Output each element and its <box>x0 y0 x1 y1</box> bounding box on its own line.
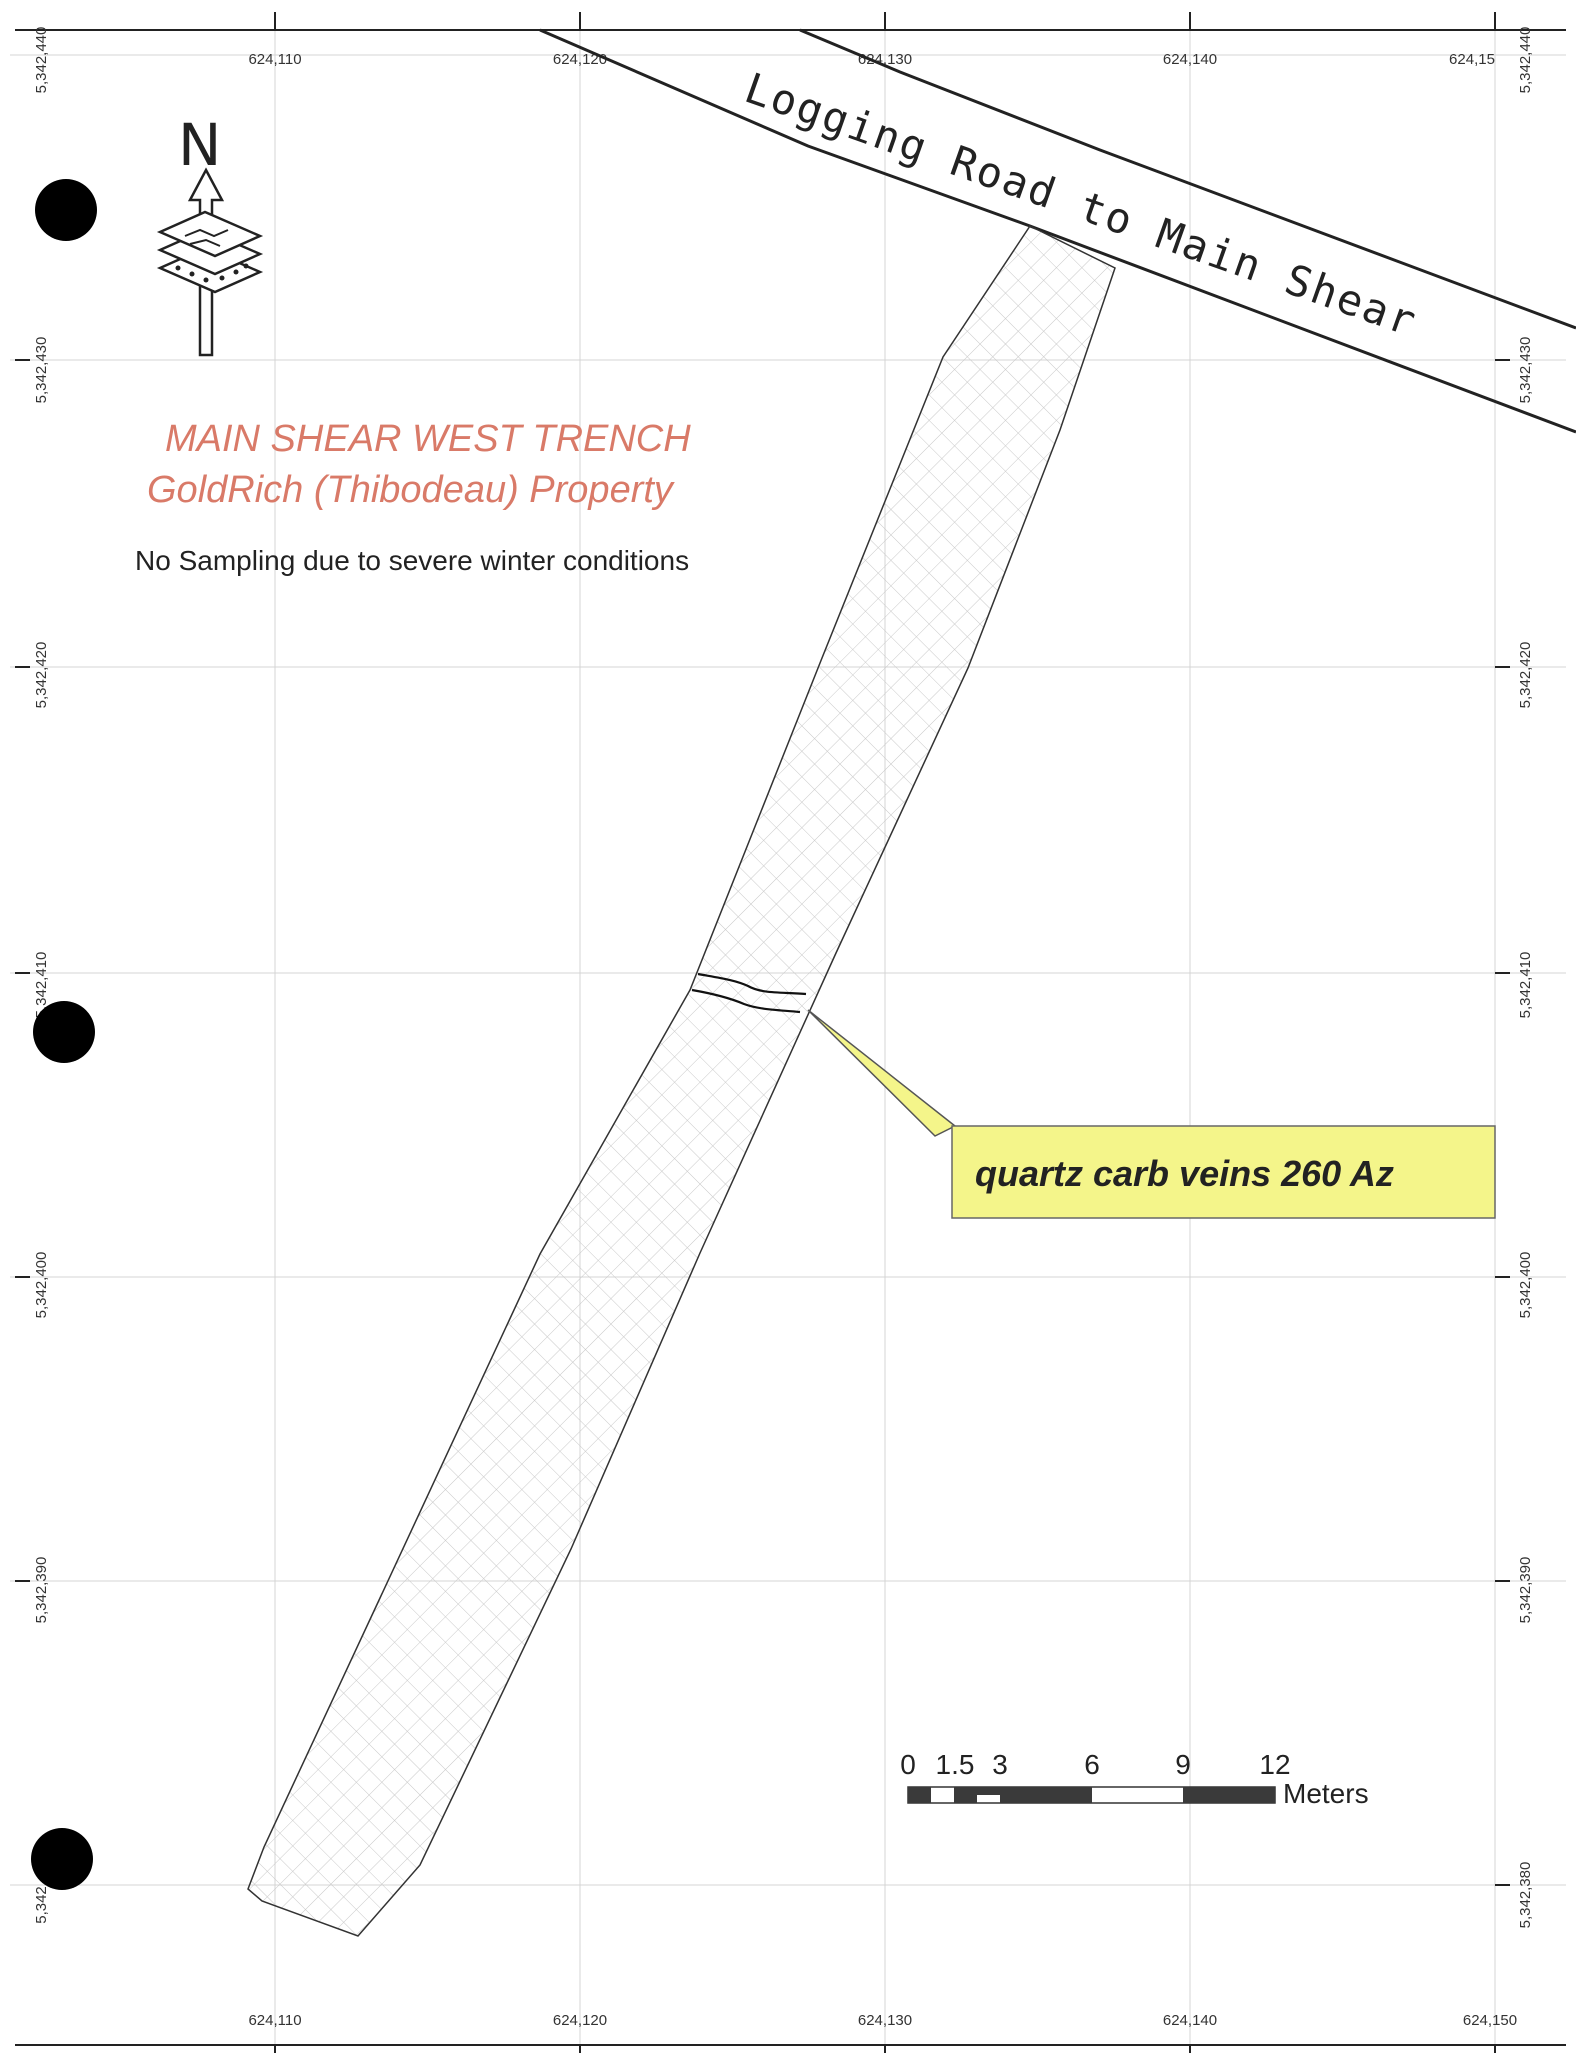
northing-labels-left: 5,342,440 5,342,430 5,342,420 5,342,410 … <box>33 27 50 1924</box>
scale-label: 12 <box>1259 1749 1290 1780</box>
frame-ticks <box>15 12 1510 2053</box>
easting-bottom-label: 624,140 <box>1163 2012 1217 2029</box>
easting-top-label: 624,120 <box>553 51 607 68</box>
northing-left-label: 5,342,410 <box>33 952 50 1019</box>
northing-left-label: 5,342,390 <box>33 1557 50 1624</box>
easting-bottom-label: 624,110 <box>248 2012 301 2029</box>
easting-labels-top: 624,110 624,120 624,130 624,140 624,15 <box>248 51 1495 68</box>
easting-top-label: 624,15 <box>1449 51 1495 68</box>
northing-labels-right: 5,342,440 5,342,430 5,342,420 5,342,410 … <box>1517 27 1534 1929</box>
callout-background <box>951 1125 1496 1219</box>
scale-label: 0 <box>900 1749 916 1780</box>
north-letter: N <box>178 111 221 179</box>
easting-bottom-label: 624,150 <box>1463 2012 1517 2029</box>
north-arrow-icon: N <box>156 111 264 357</box>
easting-bottom-label: 624,130 <box>858 2012 912 2029</box>
map-title-line1: MAIN SHEAR WEST TRENCH <box>165 418 691 460</box>
northing-right-label: 5,342,410 <box>1517 952 1534 1019</box>
scale-label: 1.5 <box>936 1749 975 1780</box>
northing-left-label: 5,342,420 <box>33 642 50 709</box>
title-block: MAIN SHEAR WEST TRENCH GoldRich (Thibode… <box>135 418 691 576</box>
northing-left-label: 5,342,430 <box>33 337 50 404</box>
grid-lines <box>10 30 1566 2045</box>
scale-unit: Meters <box>1283 1778 1369 1809</box>
northing-right-label: 5,342,440 <box>1517 27 1534 94</box>
easting-top-label: 624,140 <box>1163 51 1217 68</box>
map-frame <box>15 29 1566 2046</box>
scale-bar: 0 1.5 3 6 9 12 Meters <box>900 1749 1368 1809</box>
punch-hole <box>35 179 97 241</box>
northing-left-label: 5,342,400 <box>33 1252 50 1319</box>
logging-road <box>539 28 1576 434</box>
scale-label: 3 <box>992 1749 1008 1780</box>
easting-labels-bottom: 624,110 624,120 624,130 624,140 624,150 <box>248 2012 1517 2029</box>
sampling-note: No Sampling due to severe winter conditi… <box>135 545 689 576</box>
map-title-line2: GoldRich (Thibodeau) Property <box>147 469 675 511</box>
punch-hole <box>31 1828 93 1890</box>
easting-bottom-label: 624,120 <box>553 2012 607 2029</box>
northing-left-label: 5,342,440 <box>33 27 50 94</box>
northing-right-label: 5,342,400 <box>1517 1252 1534 1319</box>
easting-top-label: 624,110 <box>248 51 301 68</box>
northing-right-label: 5,342,380 <box>1517 1862 1534 1929</box>
easting-top-label: 624,130 <box>858 51 912 68</box>
callout-label: quartz carb veins 260 Az <box>975 1153 1394 1194</box>
callout-leader <box>807 1009 957 1137</box>
northing-right-label: 5,342,390 <box>1517 1557 1534 1624</box>
callout-box: quartz carb veins 260 Az <box>951 1125 1496 1219</box>
punch-hole <box>33 1001 95 1063</box>
quartz-carb-veins <box>691 972 807 1014</box>
northing-left-label: 5,342 <box>33 1886 50 1924</box>
northing-right-label: 5,342,430 <box>1517 337 1534 404</box>
scale-label: 6 <box>1084 1749 1100 1780</box>
punch-holes <box>31 179 97 1890</box>
scale-label: 9 <box>1175 1749 1191 1780</box>
trench-outline <box>247 225 1116 1937</box>
northing-right-label: 5,342,420 <box>1517 642 1534 709</box>
